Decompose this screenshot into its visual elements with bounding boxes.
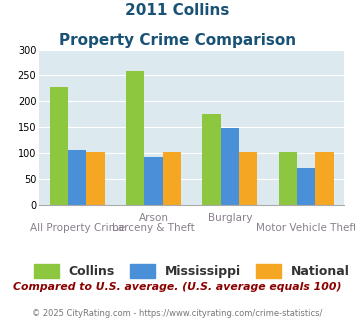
Bar <box>163 152 181 205</box>
Bar <box>86 152 105 205</box>
Bar <box>50 87 68 205</box>
Text: 2011 Collins: 2011 Collins <box>125 3 230 18</box>
Text: Property Crime Comparison: Property Crime Comparison <box>59 33 296 48</box>
Text: Motor Vehicle Theft: Motor Vehicle Theft <box>256 223 355 233</box>
Bar <box>202 114 221 205</box>
Legend: Collins, Mississippi, National: Collins, Mississippi, National <box>27 257 355 284</box>
Text: Arson: Arson <box>138 213 169 223</box>
Bar <box>279 152 297 205</box>
Bar <box>315 152 334 205</box>
Bar <box>221 128 239 205</box>
Text: Compared to U.S. average. (U.S. average equals 100): Compared to U.S. average. (U.S. average … <box>13 282 342 292</box>
Bar <box>239 152 257 205</box>
Bar <box>126 71 144 205</box>
Bar <box>144 157 163 205</box>
Text: Larceny & Theft: Larceny & Theft <box>112 223 195 233</box>
Bar <box>297 168 315 205</box>
Text: All Property Crime: All Property Crime <box>30 223 125 233</box>
Bar <box>68 150 86 205</box>
Text: Burglary: Burglary <box>208 213 252 223</box>
Text: © 2025 CityRating.com - https://www.cityrating.com/crime-statistics/: © 2025 CityRating.com - https://www.city… <box>32 309 323 317</box>
